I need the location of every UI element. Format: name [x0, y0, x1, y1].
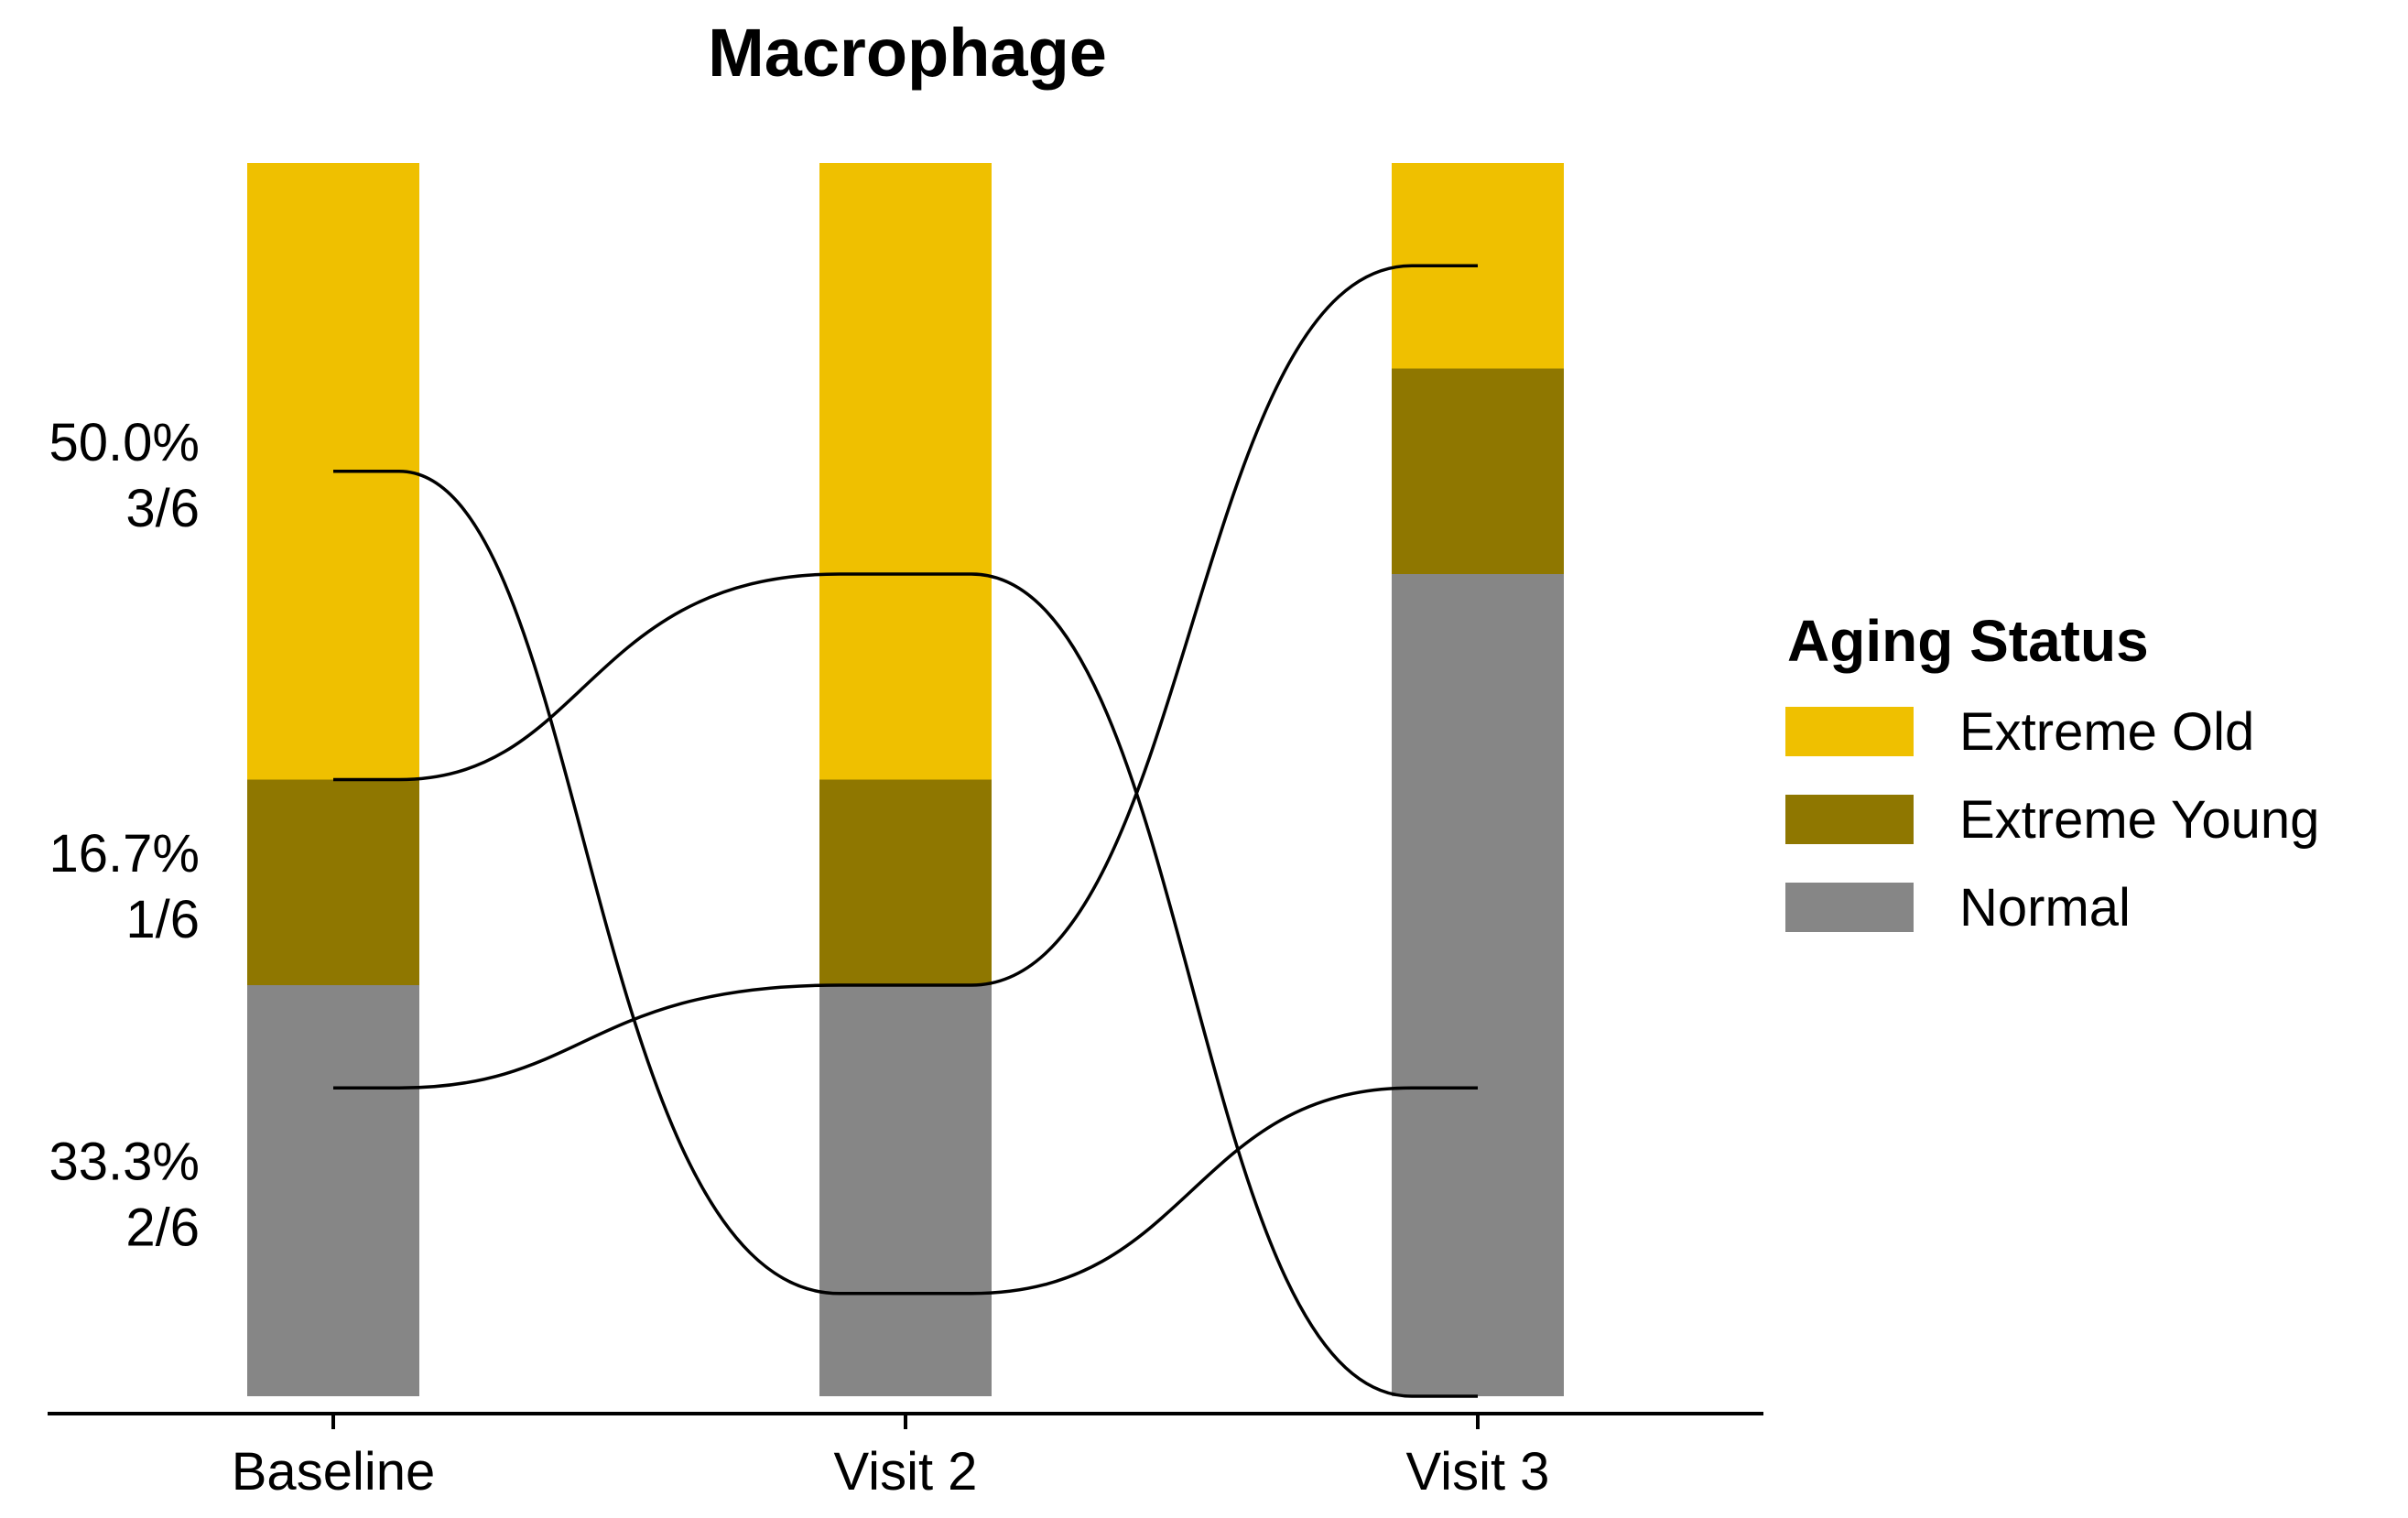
legend: Aging Status Extreme Old Extreme Young Norm… [1785, 608, 2319, 938]
x-tick-label-baseline: Baseline [232, 1442, 435, 1502]
legend-label-extreme-old: Extreme Old [1959, 702, 2254, 762]
baseline-percent-extreme-young: 16.7% [49, 824, 200, 884]
flow-line-1 [333, 470, 1478, 1296]
flow-line-2 [333, 572, 1478, 1398]
x-tick-label-visit-3: Visit 3 [1406, 1442, 1550, 1502]
bar-visit-2-extreme-young [819, 779, 992, 985]
legend-swatch-extreme-young [1785, 795, 1914, 844]
bar-baseline-normal [247, 985, 419, 1396]
bar-visit-2-normal [819, 985, 992, 1396]
baseline-fraction-extreme-young: 1/6 [125, 890, 200, 949]
bar-visit-3-extreme-young [1392, 368, 1564, 574]
legend-swatch-extreme-old [1785, 707, 1914, 756]
x-axis: Baseline Visit 2 Visit 3 [48, 1412, 1763, 1502]
legend-title: Aging Status [1787, 608, 2149, 674]
baseline-proportion-labels: 50.0% 3/6 16.7% 1/6 33.3% 2/6 [49, 413, 200, 1258]
flow-lines [333, 264, 1478, 1398]
bar-visit-3-normal [1392, 574, 1564, 1396]
baseline-percent-extreme-old: 50.0% [49, 413, 200, 472]
x-tick-label-visit-2: Visit 2 [834, 1442, 978, 1502]
stacked-bars [247, 163, 1564, 1396]
legend-label-extreme-young: Extreme Young [1959, 790, 2319, 850]
baseline-percent-normal: 33.3% [49, 1133, 200, 1192]
legend-label-normal: Normal [1959, 878, 2131, 938]
legend-swatch-normal [1785, 883, 1914, 932]
chart-title: Macrophage [708, 15, 1107, 91]
baseline-fraction-extreme-old: 3/6 [125, 479, 200, 538]
flow-line-3 [333, 264, 1478, 1090]
bar-baseline-extreme-young [247, 779, 419, 985]
bar-visit-2-extreme-old [819, 163, 992, 780]
baseline-fraction-normal: 2/6 [125, 1198, 200, 1258]
